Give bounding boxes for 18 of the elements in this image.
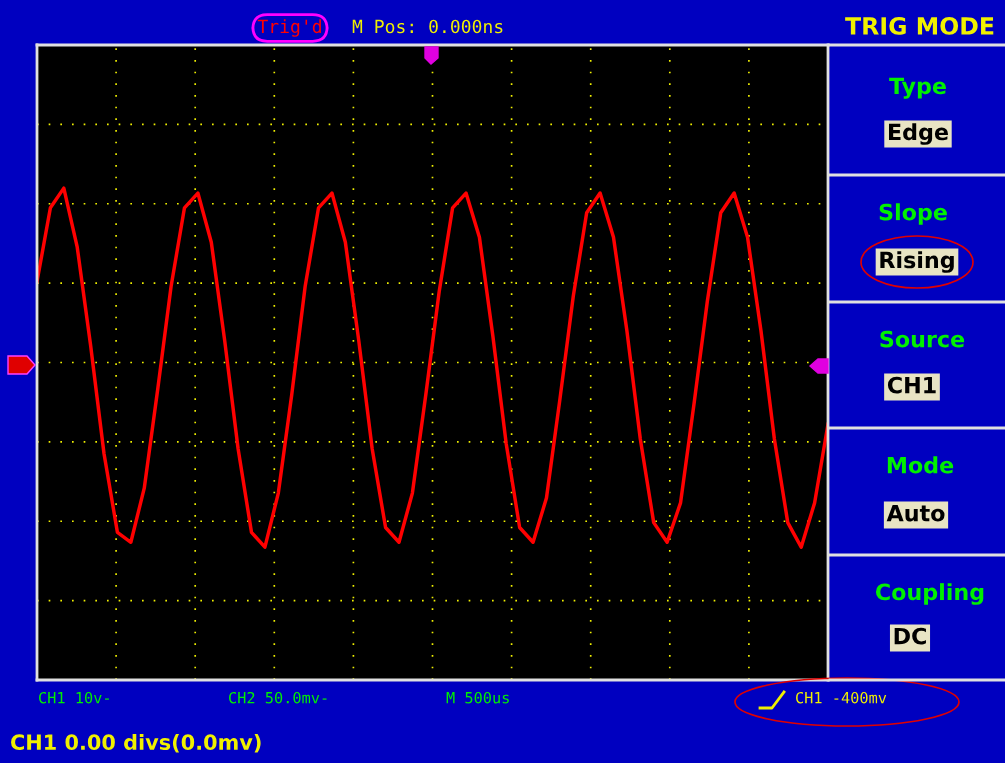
text: Trig'd [257,19,321,37]
text: CH1 [887,376,936,394]
text: Source [880,330,965,348]
text: Auto [886,504,945,522]
text: CH2 50.0mv- [229,691,327,704]
text: Coupling [875,583,984,605]
text: Type [889,77,946,99]
text: M Pos: 0.000ns [352,19,503,34]
text: CH1 0.00 divs(0.0mv) [11,733,261,753]
text: CH1 -400mv [796,691,887,704]
text: Rising [880,251,954,273]
text: DC [894,627,926,645]
text: Mode [887,456,954,474]
text: Edge [889,123,948,145]
text: M 500us [446,691,509,704]
text: CH1 10v- [39,691,109,704]
text: TRIG MODE [845,16,994,35]
text: Slope [879,203,947,225]
